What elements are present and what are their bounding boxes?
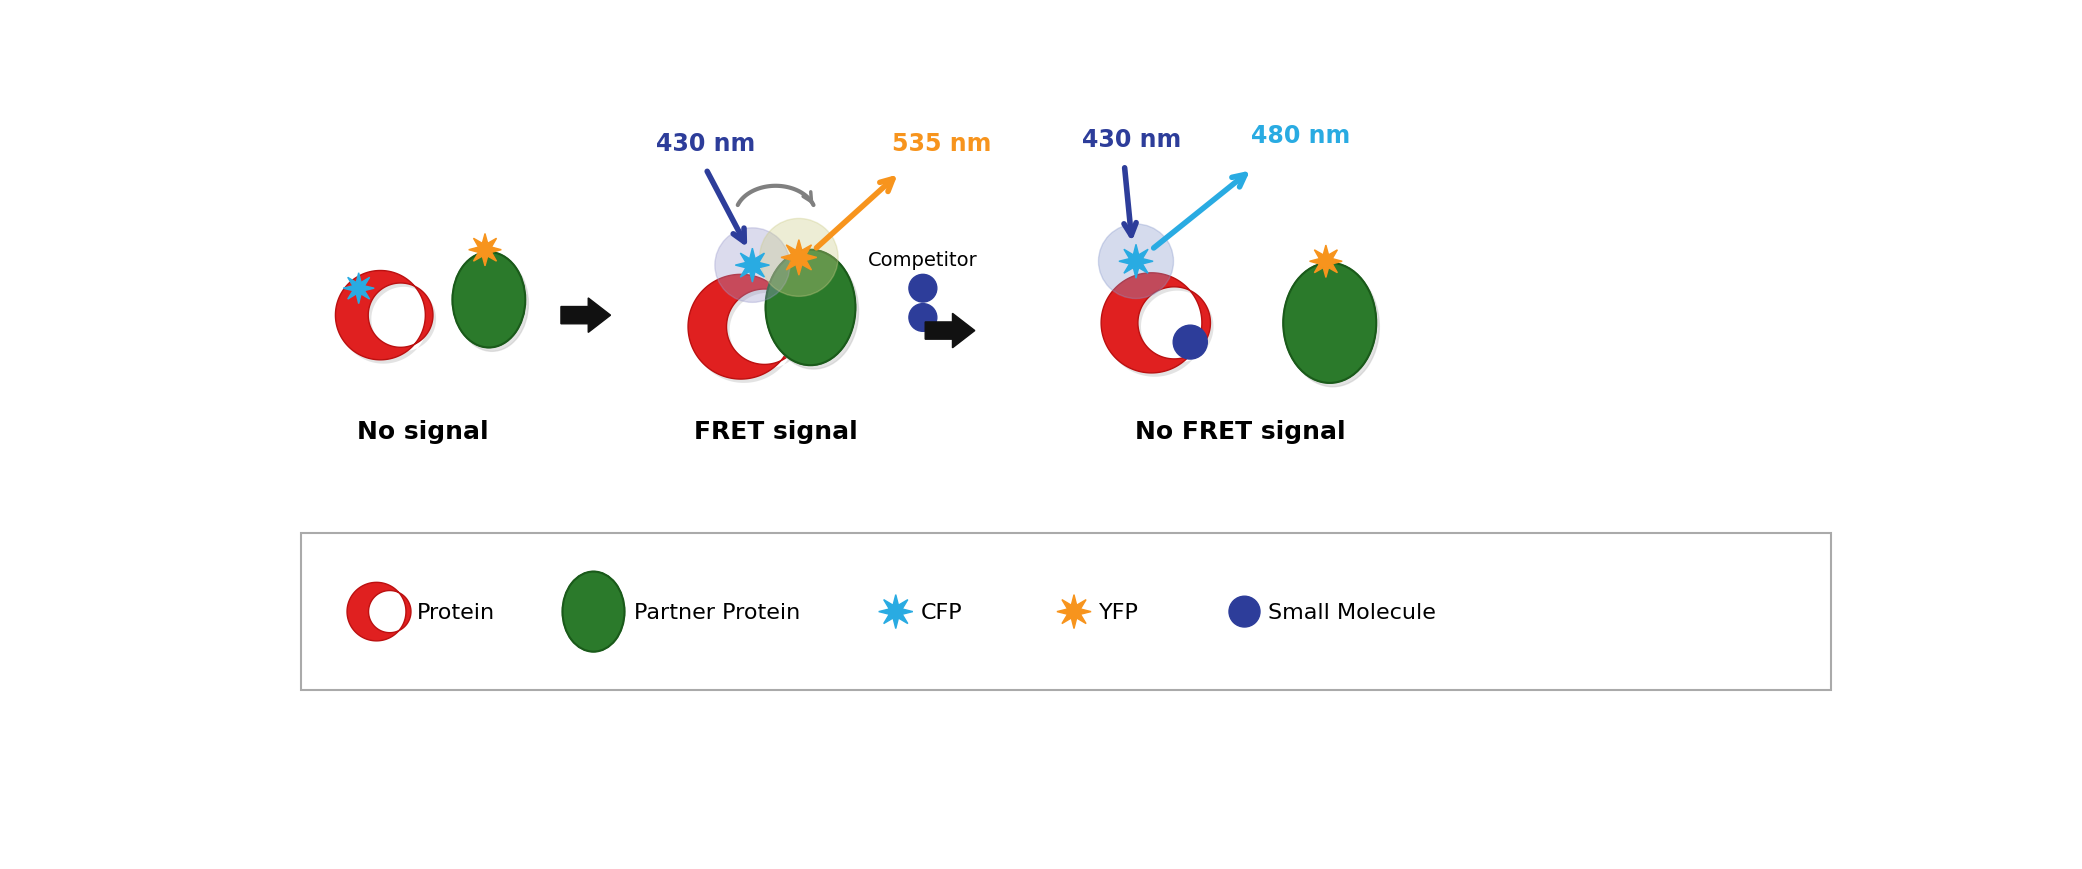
Text: 535 nm: 535 nm <box>891 131 991 156</box>
Polygon shape <box>468 235 502 267</box>
Ellipse shape <box>1283 263 1376 383</box>
Text: CFP: CFP <box>920 602 962 622</box>
Polygon shape <box>781 241 816 275</box>
Polygon shape <box>1058 595 1091 629</box>
Ellipse shape <box>768 255 858 369</box>
PathPatch shape <box>691 279 806 383</box>
FancyArrow shape <box>924 314 974 348</box>
FancyBboxPatch shape <box>302 534 1832 690</box>
Polygon shape <box>879 595 912 629</box>
Circle shape <box>714 229 789 303</box>
PathPatch shape <box>335 271 433 361</box>
PathPatch shape <box>339 275 435 364</box>
Text: 480 nm: 480 nm <box>1251 123 1349 148</box>
Text: Competitor: Competitor <box>868 250 979 269</box>
Polygon shape <box>1118 245 1153 279</box>
Circle shape <box>1172 326 1208 360</box>
Polygon shape <box>1310 246 1343 278</box>
Circle shape <box>910 275 937 302</box>
PathPatch shape <box>687 275 802 380</box>
Ellipse shape <box>452 253 525 348</box>
Text: 430 nm: 430 nm <box>656 131 756 156</box>
PathPatch shape <box>1103 277 1214 377</box>
PathPatch shape <box>1101 274 1210 374</box>
Text: YFP: YFP <box>1099 602 1139 622</box>
Ellipse shape <box>766 250 856 366</box>
Polygon shape <box>344 274 375 304</box>
Circle shape <box>1099 225 1174 299</box>
Ellipse shape <box>1287 268 1380 388</box>
Text: Partner Protein: Partner Protein <box>633 602 799 622</box>
Text: Protein: Protein <box>416 602 496 622</box>
Ellipse shape <box>456 256 529 352</box>
Text: No signal: No signal <box>358 420 489 443</box>
Text: 430 nm: 430 nm <box>1083 128 1180 151</box>
Circle shape <box>760 219 839 297</box>
PathPatch shape <box>348 583 410 641</box>
Text: FRET signal: FRET signal <box>693 420 858 443</box>
Polygon shape <box>735 249 770 282</box>
Text: No FRET signal: No FRET signal <box>1135 420 1345 443</box>
Circle shape <box>910 304 937 332</box>
Ellipse shape <box>562 572 625 652</box>
FancyArrow shape <box>560 299 610 333</box>
Text: Small Molecule: Small Molecule <box>1268 602 1437 622</box>
Circle shape <box>1228 596 1260 627</box>
